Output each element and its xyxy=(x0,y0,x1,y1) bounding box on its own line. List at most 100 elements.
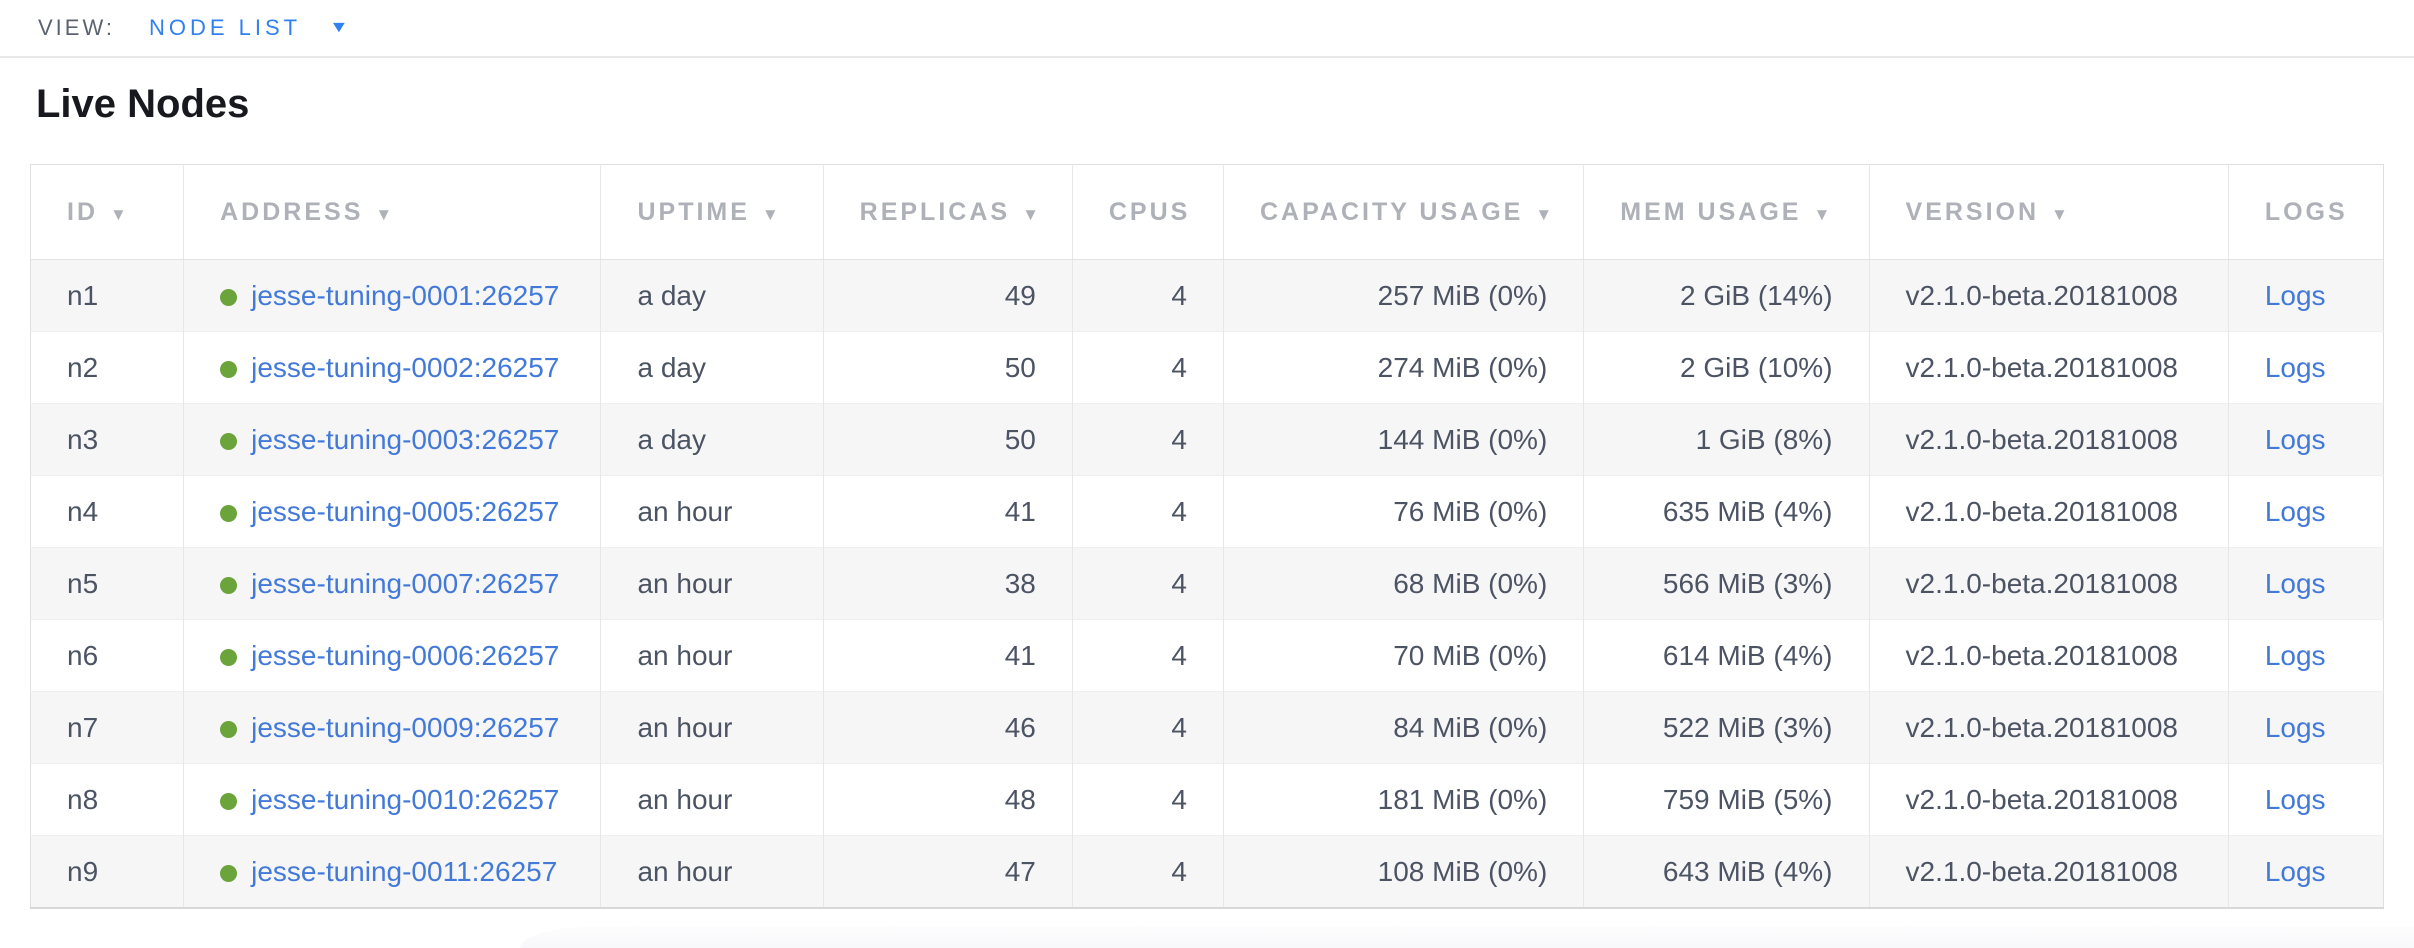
mem_usage-cell: 2 GiB (14%) xyxy=(1583,259,1870,332)
id-cell: n8 xyxy=(30,763,184,836)
live-status-icon xyxy=(220,720,238,738)
version-cell: v2.1.0-beta.20181008 xyxy=(1868,331,2229,404)
node-address-link[interactable]: jesse-tuning-0009:26257 xyxy=(251,711,560,743)
column-header-capacity_usage[interactable]: CAPACITY USAGE ▼ xyxy=(1222,164,1584,260)
logs-cell: Logs xyxy=(2227,403,2384,476)
logs-cell: Logs xyxy=(2227,259,2384,332)
page-title: Live Nodes xyxy=(36,82,250,126)
replicas-cell: 48 xyxy=(822,763,1073,836)
node-address-link[interactable]: jesse-tuning-0007:26257 xyxy=(251,567,560,599)
version-cell: v2.1.0-beta.20181008 xyxy=(1868,691,2229,764)
cpus-cell: 4 xyxy=(1071,619,1224,692)
next-section-shadow xyxy=(520,926,2414,948)
column-header-id[interactable]: ID ▼ xyxy=(30,164,184,260)
capacity_usage-cell: 144 MiB (0%) xyxy=(1222,403,1584,476)
column-header-label: UPTIME xyxy=(637,197,750,226)
table-row-n6: n6 jesse-tuning-0006:26257 an hour 41 4 70 Mi… xyxy=(30,619,2384,692)
id-cell: n5 xyxy=(30,547,184,620)
chevron-down-icon: ▼ xyxy=(329,19,349,36)
replicas-cell: 49 xyxy=(822,259,1073,332)
version-cell: v2.1.0-beta.20181008 xyxy=(1868,475,2229,548)
column-header-uptime[interactable]: UPTIME ▼ xyxy=(600,164,824,260)
column-header-cpus: CPUS xyxy=(1071,164,1224,260)
logs-cell: Logs xyxy=(2227,331,2384,404)
mem_usage-cell: 643 MiB (4%) xyxy=(1583,835,1870,908)
capacity_usage-cell: 181 MiB (0%) xyxy=(1222,763,1584,836)
table-row-n9: n9 jesse-tuning-0011:26257 an hour 47 4 108 M… xyxy=(30,835,2384,908)
column-header-version[interactable]: VERSION ▼ xyxy=(1868,164,2229,260)
cpus-cell: 4 xyxy=(1071,691,1224,764)
view-selector-dropdown[interactable]: NODE LIST ▼ xyxy=(148,15,349,41)
logs-cell: Logs xyxy=(2227,547,2384,620)
node-address-link[interactable]: jesse-tuning-0010:26257 xyxy=(251,783,560,815)
node-address-link[interactable]: jesse-tuning-0002:26257 xyxy=(251,351,560,383)
logs-cell: Logs xyxy=(2227,691,2384,764)
node-address-link[interactable]: jesse-tuning-0001:26257 xyxy=(251,279,560,311)
address-cell: jesse-tuning-0011:26257 xyxy=(183,835,601,908)
cpus-cell: 4 xyxy=(1071,259,1224,332)
address-cell: jesse-tuning-0007:26257 xyxy=(183,547,601,620)
node-address-link[interactable]: jesse-tuning-0006:26257 xyxy=(251,639,560,671)
id-cell: n1 xyxy=(30,259,184,332)
column-header-label: ID xyxy=(67,197,98,226)
column-header-label: MEM USAGE xyxy=(1620,197,1802,226)
id-cell: n3 xyxy=(30,403,184,476)
cpus-cell: 4 xyxy=(1071,547,1224,620)
live-status-icon xyxy=(220,792,238,810)
sort-desc-icon: ▼ xyxy=(110,204,130,224)
view-selector-value: NODE LIST xyxy=(148,15,302,40)
replicas-cell: 50 xyxy=(822,403,1073,476)
mem_usage-cell: 635 MiB (4%) xyxy=(1583,475,1870,548)
logs-cell: Logs xyxy=(2227,619,2384,692)
sort-desc-icon: ▼ xyxy=(375,204,396,224)
node-address-link[interactable]: jesse-tuning-0011:26257 xyxy=(251,855,558,887)
node-logs-link[interactable]: Logs xyxy=(2264,855,2326,887)
column-header-label: LOGS xyxy=(2264,197,2348,226)
logs-cell: Logs xyxy=(2227,475,2384,548)
address-cell: jesse-tuning-0010:26257 xyxy=(183,763,601,836)
address-cell: jesse-tuning-0001:26257 xyxy=(183,259,601,332)
node-logs-link[interactable]: Logs xyxy=(2264,783,2326,815)
column-header-replicas[interactable]: REPLICAS ▼ xyxy=(822,164,1073,260)
replicas-cell: 47 xyxy=(822,835,1073,908)
sort-desc-icon: ▼ xyxy=(2051,204,2071,224)
address-cell: jesse-tuning-0002:26257 xyxy=(183,331,601,404)
live-status-icon xyxy=(220,576,238,594)
sort-desc-icon: ▼ xyxy=(1535,204,1556,224)
cpus-cell: 4 xyxy=(1071,475,1224,548)
table-row-n5: n5 jesse-tuning-0007:26257 an hour 38 4 68 Mi… xyxy=(30,547,2384,620)
id-cell: n7 xyxy=(30,691,184,764)
mem_usage-cell: 614 MiB (4%) xyxy=(1583,619,1870,692)
column-header-logs: LOGS xyxy=(2227,164,2384,260)
uptime-cell: a day xyxy=(600,403,824,476)
view-bar: VIEW: NODE LIST ▼ xyxy=(0,0,2414,58)
node-logs-link[interactable]: Logs xyxy=(2264,495,2326,527)
view-label: VIEW: xyxy=(38,15,115,40)
node-logs-link[interactable]: Logs xyxy=(2264,711,2326,743)
sort-desc-icon: ▼ xyxy=(761,204,782,224)
uptime-cell: an hour xyxy=(600,619,824,692)
column-header-address[interactable]: ADDRESS ▼ xyxy=(183,164,601,260)
table-row-n7: n7 jesse-tuning-0009:26257 an hour 46 4 84 Mi… xyxy=(30,691,2384,764)
column-header-mem_usage[interactable]: MEM USAGE ▼ xyxy=(1583,164,1870,260)
node-logs-link[interactable]: Logs xyxy=(2264,279,2326,311)
id-cell: n4 xyxy=(30,475,184,548)
address-cell: jesse-tuning-0006:26257 xyxy=(183,619,601,692)
node-logs-link[interactable]: Logs xyxy=(2264,639,2326,671)
uptime-cell: a day xyxy=(600,331,824,404)
uptime-cell: an hour xyxy=(600,691,824,764)
mem_usage-cell: 2 GiB (10%) xyxy=(1583,331,1870,404)
node-address-link[interactable]: jesse-tuning-0005:26257 xyxy=(251,495,560,527)
id-cell: n9 xyxy=(30,835,184,908)
node-logs-link[interactable]: Logs xyxy=(2264,351,2326,383)
column-header-label: VERSION xyxy=(1905,197,2040,226)
table-row-n8: n8 jesse-tuning-0010:26257 an hour 48 4 181 M… xyxy=(30,763,2384,836)
capacity_usage-cell: 68 MiB (0%) xyxy=(1222,547,1584,620)
node-logs-link[interactable]: Logs xyxy=(2264,423,2326,455)
node-address-link[interactable]: jesse-tuning-0003:26257 xyxy=(251,423,560,455)
replicas-cell: 41 xyxy=(822,619,1073,692)
version-cell: v2.1.0-beta.20181008 xyxy=(1868,763,2229,836)
sort-desc-icon: ▼ xyxy=(1813,204,1834,224)
node-logs-link[interactable]: Logs xyxy=(2264,567,2326,599)
cpus-cell: 4 xyxy=(1071,763,1224,836)
